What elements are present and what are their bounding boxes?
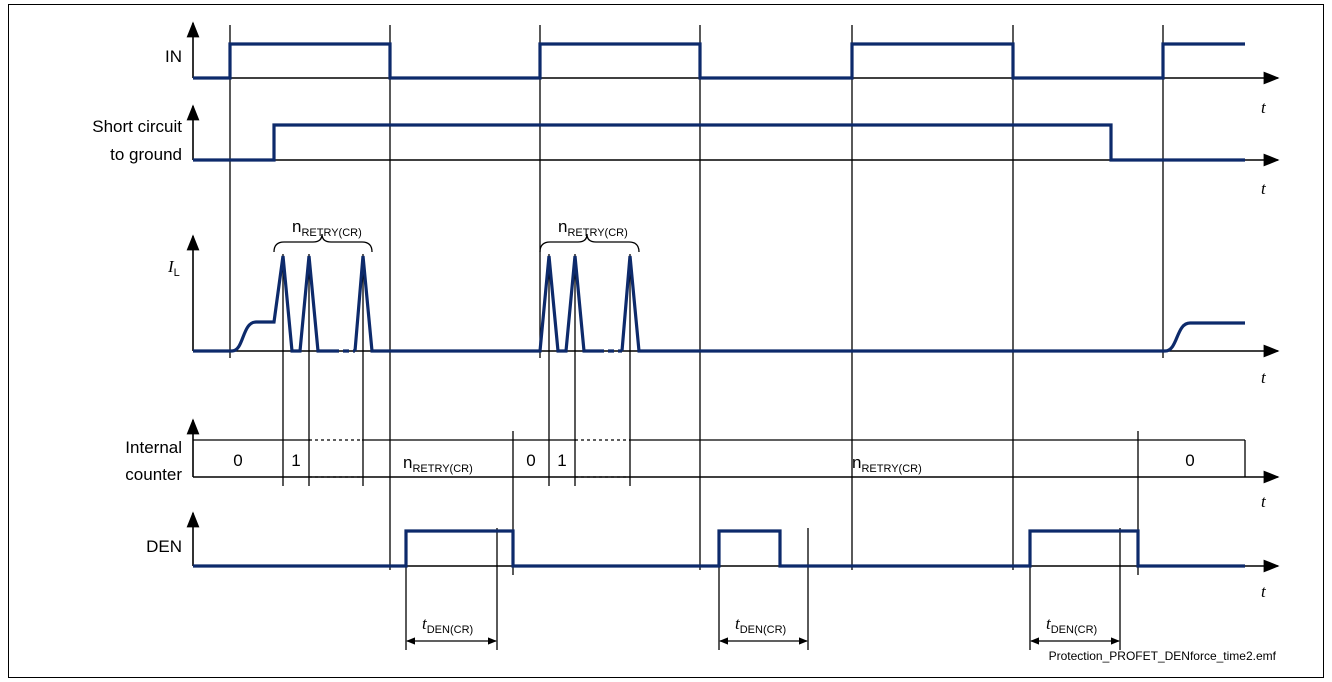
den-signal-label: DEN [146,537,182,556]
reference-lines [229,25,1164,650]
counter-value-1-first: 1 [291,451,300,470]
short-circuit-label-line2: to ground [110,145,182,164]
load-current-label: IL [167,257,180,279]
counter-value-nretry-first: nRETRY(CR) [403,453,473,475]
internal-counter-label-line2: counter [125,465,182,484]
retry-brace-1 [273,233,373,253]
short-circuit-waveform [193,123,1245,162]
den-waveform [193,529,1245,568]
axes [186,21,1280,573]
tden-label-2: tDEN(CR) [735,614,786,636]
in-signal-label: IN [165,47,182,66]
counter-value-0-second: 0 [526,451,535,470]
retry-label-1: nRETRY(CR) [292,217,362,239]
internal-counter-label-line1: Internal [125,438,182,457]
t-label-den: t [1261,582,1267,601]
counter-value-1-second: 1 [557,451,566,470]
t-label-counter: t [1261,492,1267,511]
load-current-waveform [193,255,1245,353]
tden-label-3: tDEN(CR) [1046,614,1097,636]
retry-label-2: nRETRY(CR) [558,217,628,239]
counter-value-nretry-second: nRETRY(CR) [852,453,922,475]
counter-value-0-final: 0 [1185,451,1194,470]
internal-counter-track [193,439,1246,478]
t-label-il: t [1261,368,1267,387]
retry-brace-2 [539,233,640,253]
tden-label-1: tDEN(CR) [422,614,473,636]
in-waveform [193,42,1245,80]
counter-value-0-first: 0 [233,451,242,470]
figure-filename-caption: Protection_PROFET_DENforce_time2.emf [1049,649,1277,663]
short-circuit-label-line1: Short circuit [92,117,182,136]
t-label-in: t [1261,98,1267,117]
t-label-sc: t [1261,179,1267,198]
